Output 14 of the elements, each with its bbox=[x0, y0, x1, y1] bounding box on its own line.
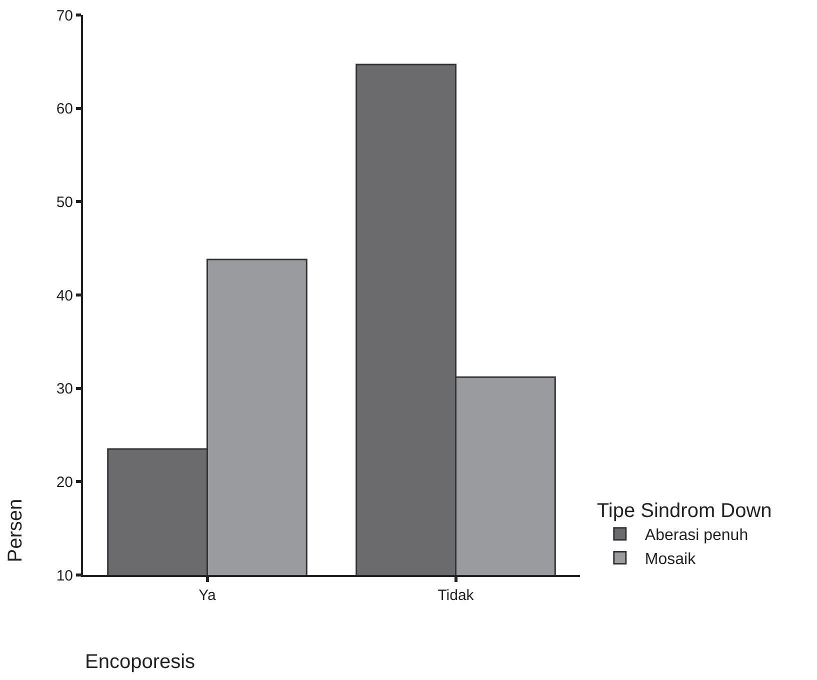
y-tick-label: 30 bbox=[56, 380, 73, 398]
legend-label: Aberasi penuh bbox=[644, 527, 748, 544]
x-tick-label: Ya bbox=[198, 587, 217, 604]
y-tick-label: 60 bbox=[56, 100, 73, 118]
y-tick-label: 50 bbox=[56, 194, 73, 211]
legend-title: Tipe Sindrom Down bbox=[596, 500, 772, 522]
y-tick-label: 70 bbox=[56, 7, 73, 24]
legend-label: Mosaik bbox=[644, 550, 697, 568]
x-tick-label: Tidak bbox=[438, 587, 474, 604]
y-tick-label: 20 bbox=[56, 474, 73, 491]
x-axis-title: Encoporesis bbox=[85, 651, 196, 673]
y-tick-label: 40 bbox=[56, 287, 73, 304]
y-tick-label: 10 bbox=[56, 567, 73, 584]
y-axis-title: Persen bbox=[4, 498, 27, 562]
